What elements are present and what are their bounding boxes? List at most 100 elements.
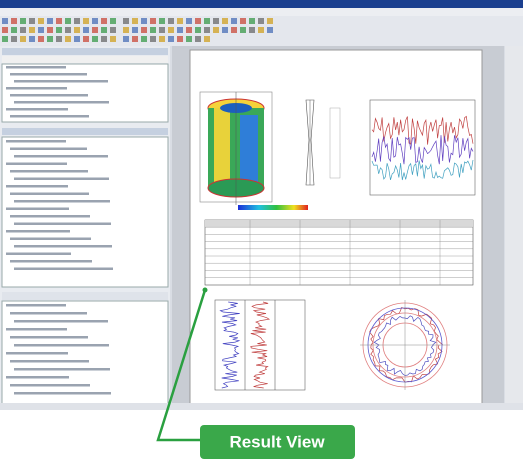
tool-button[interactable] <box>204 27 210 33</box>
row-placeholder <box>6 304 66 307</box>
tool-button[interactable] <box>29 27 35 33</box>
row-placeholder <box>14 392 111 395</box>
tool-button[interactable] <box>132 27 138 33</box>
tool-button[interactable] <box>29 36 35 42</box>
tool-button[interactable] <box>168 18 174 24</box>
row-placeholder <box>10 215 90 218</box>
tool-button[interactable] <box>267 27 273 33</box>
tool-button[interactable] <box>159 36 165 42</box>
tool-button[interactable] <box>38 27 44 33</box>
row-placeholder <box>10 360 89 363</box>
tool-button[interactable] <box>29 18 35 24</box>
row-placeholder <box>14 320 108 323</box>
tool-button[interactable] <box>2 18 8 24</box>
tool-button[interactable] <box>222 18 228 24</box>
tool-button[interactable] <box>110 36 116 42</box>
tool-button[interactable] <box>186 27 192 33</box>
tool-button[interactable] <box>92 18 98 24</box>
tool-button[interactable] <box>2 27 8 33</box>
tool-button[interactable] <box>74 27 80 33</box>
tool-button[interactable] <box>168 27 174 33</box>
tool-button[interactable] <box>177 36 183 42</box>
tool-button[interactable] <box>20 36 26 42</box>
tool-button[interactable] <box>65 27 71 33</box>
tool-button[interactable] <box>159 27 165 33</box>
tool-button[interactable] <box>213 18 219 24</box>
tool-button[interactable] <box>65 36 71 42</box>
tool-button[interactable] <box>141 36 147 42</box>
row-placeholder <box>10 384 90 387</box>
tool-button[interactable] <box>267 18 273 24</box>
tool-button[interactable] <box>159 18 165 24</box>
tool-button[interactable] <box>20 27 26 33</box>
tool-button[interactable] <box>195 18 201 24</box>
tool-button[interactable] <box>186 18 192 24</box>
tool-button[interactable] <box>222 27 228 33</box>
tool-button[interactable] <box>83 27 89 33</box>
tool-button[interactable] <box>123 27 129 33</box>
tool-button[interactable] <box>83 36 89 42</box>
row-placeholder <box>10 238 91 241</box>
tool-button[interactable] <box>65 18 71 24</box>
tool-button[interactable] <box>231 27 237 33</box>
tool-button[interactable] <box>123 36 129 42</box>
tool-button[interactable] <box>168 36 174 42</box>
row-placeholder <box>14 80 108 83</box>
tool-button[interactable] <box>177 18 183 24</box>
tool-button[interactable] <box>47 27 53 33</box>
tool-button[interactable] <box>141 27 147 33</box>
tool-button[interactable] <box>56 36 62 42</box>
tool-button[interactable] <box>132 18 138 24</box>
tool-button[interactable] <box>38 36 44 42</box>
tool-button[interactable] <box>150 36 156 42</box>
row-placeholder <box>6 328 67 331</box>
row-placeholder <box>6 87 67 90</box>
tool-button[interactable] <box>195 27 201 33</box>
row-placeholder <box>6 163 67 166</box>
tool-button[interactable] <box>123 18 129 24</box>
tool-button[interactable] <box>204 36 210 42</box>
row-placeholder <box>10 170 88 173</box>
tool-button[interactable] <box>249 27 255 33</box>
tool-button[interactable] <box>141 18 147 24</box>
tool-button[interactable] <box>11 18 17 24</box>
tool-button[interactable] <box>240 18 246 24</box>
tool-button[interactable] <box>47 18 53 24</box>
tool-button[interactable] <box>83 18 89 24</box>
tool-button[interactable] <box>132 36 138 42</box>
row-placeholder <box>14 344 109 347</box>
tool-button[interactable] <box>101 36 107 42</box>
tool-button[interactable] <box>101 18 107 24</box>
tool-button[interactable] <box>204 18 210 24</box>
tool-button[interactable] <box>92 27 98 33</box>
tool-button[interactable] <box>231 18 237 24</box>
tool-button[interactable] <box>47 36 53 42</box>
tool-button[interactable] <box>2 36 8 42</box>
tool-button[interactable] <box>92 36 98 42</box>
tool-button[interactable] <box>38 18 44 24</box>
tool-button[interactable] <box>101 27 107 33</box>
tool-button[interactable] <box>11 27 17 33</box>
row-placeholder <box>6 140 66 143</box>
tool-button[interactable] <box>195 36 201 42</box>
tool-button[interactable] <box>56 18 62 24</box>
tool-button[interactable] <box>150 18 156 24</box>
tool-button[interactable] <box>150 27 156 33</box>
tool-button[interactable] <box>110 27 116 33</box>
tool-button[interactable] <box>56 27 62 33</box>
tool-button[interactable] <box>110 18 116 24</box>
tool-button[interactable] <box>249 18 255 24</box>
result-table <box>205 220 473 285</box>
tool-button[interactable] <box>186 36 192 42</box>
tool-button[interactable] <box>258 27 264 33</box>
tool-button[interactable] <box>213 27 219 33</box>
tool-button[interactable] <box>11 36 17 42</box>
row-placeholder <box>6 253 71 256</box>
callout-label: Result View <box>229 432 325 451</box>
tool-button[interactable] <box>20 18 26 24</box>
tool-button[interactable] <box>177 27 183 33</box>
tool-button[interactable] <box>258 18 264 24</box>
tool-button[interactable] <box>240 27 246 33</box>
tool-button[interactable] <box>74 36 80 42</box>
tool-button[interactable] <box>74 18 80 24</box>
